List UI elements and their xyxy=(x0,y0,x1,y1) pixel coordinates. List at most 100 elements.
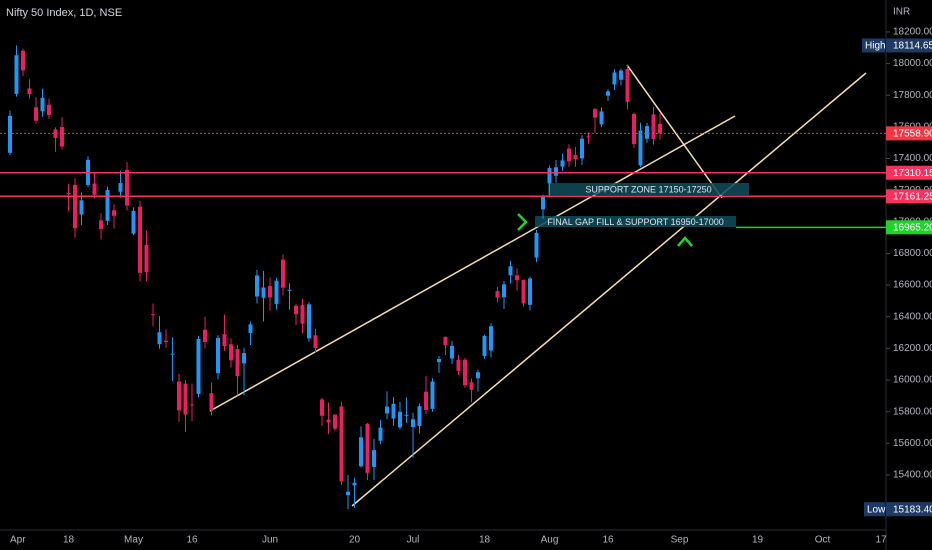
candle-body xyxy=(326,419,331,423)
high-value-box xyxy=(886,38,932,53)
x-tick-label: 16 xyxy=(602,535,614,546)
candle-body xyxy=(216,337,220,374)
candle-body xyxy=(378,427,383,441)
chevron xyxy=(517,213,528,231)
candle-body xyxy=(372,450,376,467)
candle-body xyxy=(534,232,539,258)
y-tick-label: 16600.00 xyxy=(893,280,932,291)
x-tick-label: 18 xyxy=(63,535,75,546)
candle-body xyxy=(14,55,19,94)
candle-body xyxy=(222,334,227,347)
candle-body xyxy=(651,114,656,140)
candle-body xyxy=(248,324,253,334)
candle-body xyxy=(398,411,402,428)
candle-body xyxy=(573,154,578,159)
candle-body xyxy=(502,284,506,298)
candle-body xyxy=(60,127,64,147)
candle-body xyxy=(632,113,636,145)
candle-body xyxy=(268,286,272,298)
price-label: 17161.25 xyxy=(893,191,932,202)
candle-body xyxy=(320,399,324,416)
trend-line xyxy=(351,72,867,507)
candle-body xyxy=(359,437,363,467)
candle-body xyxy=(92,183,97,195)
low-value-box xyxy=(886,502,932,517)
candle-body xyxy=(619,70,623,80)
x-tick-label: Apr xyxy=(10,535,26,546)
x-tick-label: 19 xyxy=(752,535,764,546)
candle-body xyxy=(294,305,298,315)
candle-body xyxy=(430,381,435,409)
candle-body xyxy=(560,160,565,167)
high-tag-box xyxy=(862,38,885,53)
low-tag: Low xyxy=(867,504,886,515)
candle-body xyxy=(638,130,643,166)
candle-body xyxy=(177,381,181,411)
candle-body xyxy=(79,200,84,215)
candle-body xyxy=(599,111,604,125)
candle-body xyxy=(417,406,422,426)
x-tick-label: Aug xyxy=(541,535,559,546)
candle-body xyxy=(27,88,32,95)
candle-body xyxy=(53,129,58,138)
x-tick-label: Sep xyxy=(671,535,689,546)
candle-body xyxy=(476,372,480,379)
candle-body xyxy=(333,414,337,429)
candle-body xyxy=(170,353,175,355)
candle-body xyxy=(8,115,12,153)
price-label-box xyxy=(886,165,932,180)
candle-body xyxy=(593,109,597,118)
candle-body xyxy=(385,406,389,414)
candle-body xyxy=(521,279,526,304)
candle-body xyxy=(138,206,142,273)
candle-body xyxy=(112,210,116,216)
price-label: 17310.15 xyxy=(893,168,932,179)
chart-title: Nifty 50 Index, 1D, NSE xyxy=(6,7,122,19)
x-tick-label: May xyxy=(124,535,143,546)
candle-body xyxy=(612,72,617,85)
candle-body xyxy=(625,68,630,102)
x-tick-label: 18 xyxy=(479,535,491,546)
zone-label: SUPPORT ZONE 17150-17250 xyxy=(585,184,711,194)
candle-body xyxy=(495,291,500,298)
x-tick-label: Oct xyxy=(815,535,831,546)
candle-body xyxy=(281,259,285,288)
candle-body xyxy=(99,220,103,230)
candle-body xyxy=(131,210,136,234)
candle-body xyxy=(547,168,552,184)
candle-body xyxy=(229,344,233,361)
candle-body xyxy=(261,287,266,298)
candle-body xyxy=(482,335,487,356)
candle-body xyxy=(203,329,207,343)
candle-body xyxy=(235,349,240,377)
y-tick-label: 16400.00 xyxy=(893,311,932,322)
price-label-box xyxy=(886,220,932,235)
candle-body xyxy=(658,123,662,134)
candle-body xyxy=(73,184,77,229)
candle-body xyxy=(196,339,201,394)
x-tick-label: Jun xyxy=(262,535,278,546)
candle-body xyxy=(456,359,461,371)
candle-body xyxy=(66,192,71,195)
candle-body xyxy=(274,280,279,304)
candle-body xyxy=(528,278,532,305)
candle-body xyxy=(469,382,474,390)
candle-body xyxy=(508,266,513,276)
price-label-box xyxy=(886,189,932,204)
candle-body xyxy=(242,353,246,364)
zone-box xyxy=(535,216,736,227)
low-value: 15183.40 xyxy=(893,504,932,515)
high-value: 18114.65 xyxy=(893,41,932,52)
candle-body xyxy=(125,169,129,206)
price-label-box xyxy=(886,126,932,141)
candle-body xyxy=(255,275,259,297)
candle-body xyxy=(606,91,610,96)
currency: INR xyxy=(893,7,910,18)
candle-body xyxy=(489,326,493,351)
candle-body xyxy=(307,304,311,339)
candle-body xyxy=(580,138,584,159)
y-tick-label: 15800.00 xyxy=(893,406,932,417)
high-tag: High xyxy=(865,41,886,52)
